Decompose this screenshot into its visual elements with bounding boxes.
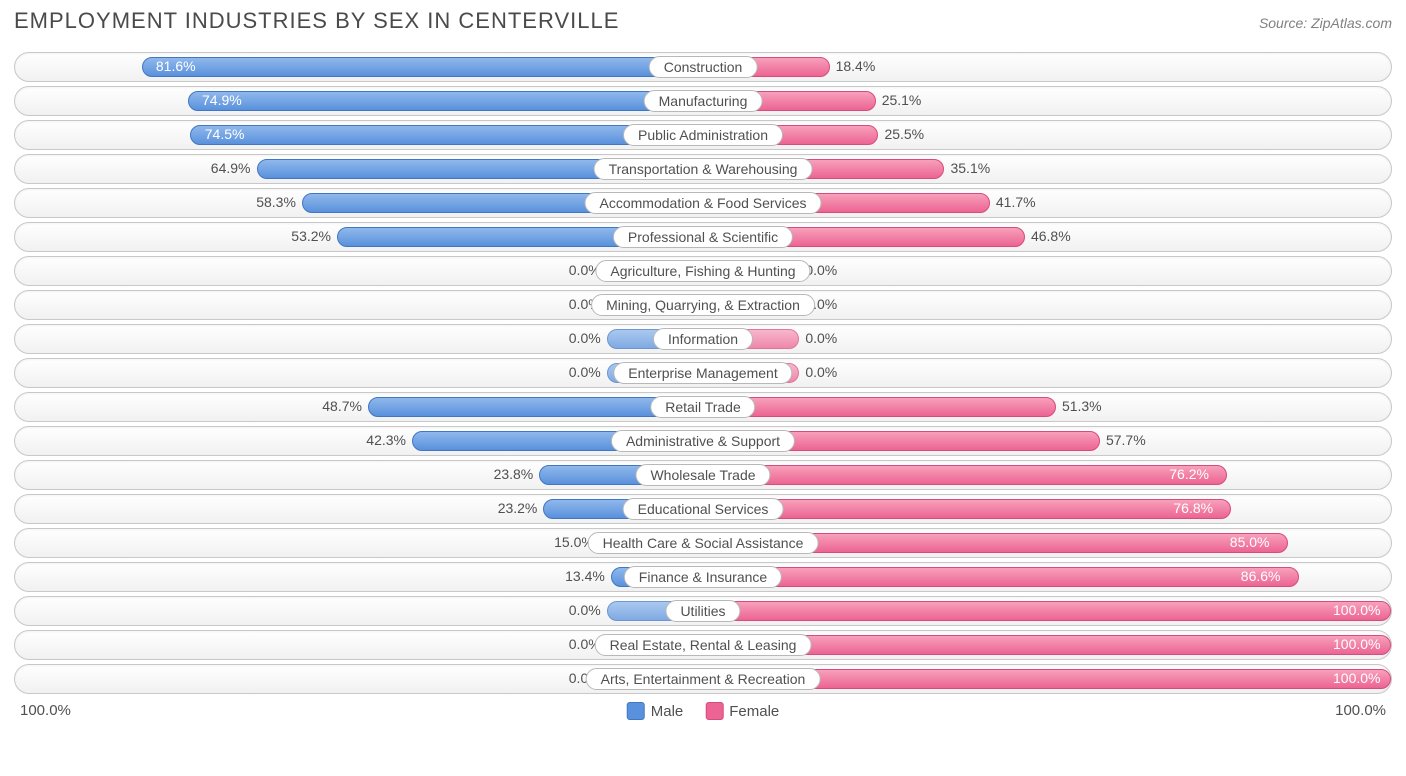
value-male: 48.7% [322,398,362,414]
row-label: Agriculture, Fishing & Hunting [595,260,810,282]
chart-row: 23.8% 76.2% Wholesale Trade [14,460,1392,490]
row-label: Retail Trade [650,396,755,418]
row-label: Arts, Entertainment & Recreation [586,668,821,690]
bar-female [703,465,1227,485]
row-label: Accommodation & Food Services [585,192,822,214]
bar-male [188,91,703,111]
value-male: 13.4% [565,568,605,584]
chart-row: 74.9% 25.1% Manufacturing [14,86,1392,116]
chart-row: 0.0%0.0%Mining, Quarrying, & Extraction [14,290,1392,320]
value-female: 85.0% [1230,534,1270,550]
value-male: 74.9% [202,92,242,108]
value-female: 51.3% [1062,398,1102,414]
chart-title: EMPLOYMENT INDUSTRIES BY SEX IN CENTERVI… [14,8,619,34]
bar-male [142,57,703,77]
legend-female-label: Female [729,703,779,720]
chart-row: 48.7% 51.3% Retail Trade [14,392,1392,422]
value-female: 25.5% [884,126,924,142]
row-label: Health Care & Social Assistance [588,532,819,554]
bar-female [703,601,1391,621]
legend-female: Female [705,702,779,720]
row-label: Enterprise Management [613,362,792,384]
value-female: 76.8% [1173,500,1213,516]
legend-male: Male [627,702,684,720]
swatch-female [705,702,723,720]
axis-label-left: 100.0% [20,702,71,719]
chart-row: 53.2% 46.8% Professional & Scientific [14,222,1392,252]
value-female: 35.1% [950,160,990,176]
value-male: 0.0% [569,330,601,346]
chart-header: EMPLOYMENT INDUSTRIES BY SEX IN CENTERVI… [14,8,1392,34]
value-female: 46.8% [1031,228,1071,244]
value-male: 0.0% [569,364,601,380]
value-female: 0.0% [805,364,837,380]
legend-male-label: Male [651,703,684,720]
row-label: Utilities [665,600,740,622]
chart-row: 13.4% 86.6% Finance & Insurance [14,562,1392,592]
row-label: Professional & Scientific [613,226,793,248]
row-label: Manufacturing [644,90,763,112]
chart-row: 42.3% 57.7% Administrative & Support [14,426,1392,456]
value-female: 0.0% [805,330,837,346]
chart-row: 64.9% 35.1% Transportation & Warehousing [14,154,1392,184]
bar-female [703,567,1299,587]
chart-row: 23.2% 76.8% Educational Services [14,494,1392,524]
chart-row: 15.0%85.0%Health Care & Social Assistanc… [14,528,1392,558]
chart-footer: 100.0% Male Female 100.0% [14,700,1392,724]
row-label: Administrative & Support [611,430,795,452]
value-female: 100.0% [1333,670,1380,686]
value-female: 100.0% [1333,602,1380,618]
row-label: Wholesale Trade [635,464,770,486]
row-label: Educational Services [623,498,784,520]
chart-row: 81.6% 18.4% Construction [14,52,1392,82]
row-label: Public Administration [623,124,783,146]
value-male: 53.2% [291,228,331,244]
value-female: 86.6% [1241,568,1281,584]
chart-row: 0.0%0.0%Agriculture, Fishing & Hunting [14,256,1392,286]
axis-label-right: 100.0% [1335,702,1386,719]
value-male: 64.9% [211,160,251,176]
value-female: 57.7% [1106,432,1146,448]
row-label: Real Estate, Rental & Leasing [595,634,812,656]
value-female: 25.1% [882,92,922,108]
row-label: Mining, Quarrying, & Extraction [591,294,815,316]
bar-female [703,397,1056,417]
row-label: Finance & Insurance [624,566,782,588]
value-female: 18.4% [836,58,876,74]
value-female: 76.2% [1169,466,1209,482]
row-label: Construction [649,56,758,78]
value-male: 23.2% [498,500,538,516]
chart-row: 74.5% 25.5% Public Administration [14,120,1392,150]
chart-row: 58.3% 41.7% Accommodation & Food Services [14,188,1392,218]
legend: Male Female [627,702,780,720]
chart-row: 0.0%100.0%Real Estate, Rental & Leasing [14,630,1392,660]
chart-row: 0.0%100.0%Arts, Entertainment & Recreati… [14,664,1392,694]
value-male: 23.8% [494,466,534,482]
chart-row: 0.0% 100.0% Utilities [14,596,1392,626]
value-female: 100.0% [1333,636,1380,652]
row-label: Information [653,328,753,350]
chart-row: 0.0% 0.0% Information [14,324,1392,354]
value-male: 0.0% [569,602,601,618]
chart-row: 0.0% 0.0% Enterprise Management [14,358,1392,388]
chart-rows: 81.6% 18.4% Construction 74.9% 25.1% Manufact… [14,52,1392,694]
value-male: 81.6% [156,58,196,74]
chart-source: Source: ZipAtlas.com [1259,15,1392,31]
value-male: 58.3% [256,194,296,210]
value-male: 74.5% [205,126,245,142]
value-female: 41.7% [996,194,1036,210]
value-male: 42.3% [366,432,406,448]
swatch-male [627,702,645,720]
row-label: Transportation & Warehousing [594,158,813,180]
